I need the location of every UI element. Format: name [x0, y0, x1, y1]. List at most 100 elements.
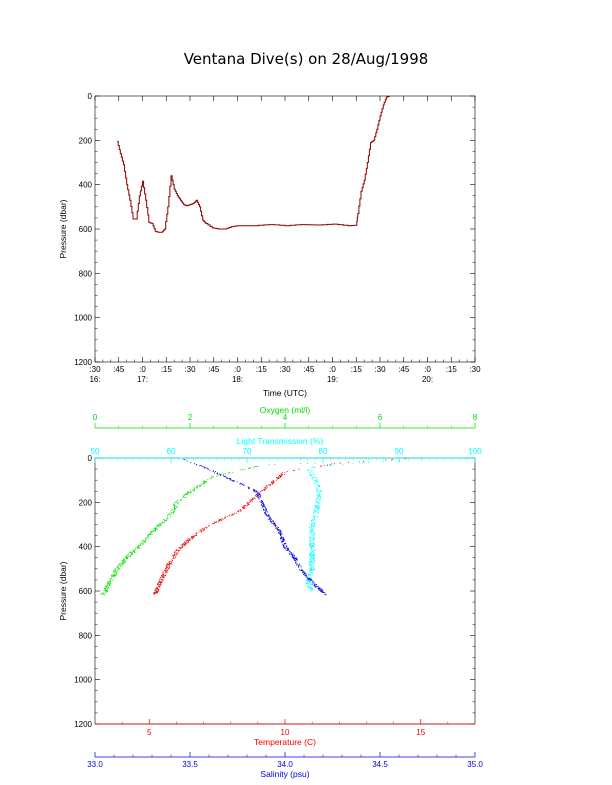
salinity-point — [253, 489, 255, 491]
temperature-point — [206, 527, 208, 529]
temperature-point — [229, 515, 231, 517]
salinity-point — [248, 488, 250, 490]
transmission-point — [313, 526, 315, 528]
salinity-point — [299, 569, 301, 571]
transmission-point — [313, 532, 315, 534]
temperature-point — [154, 592, 156, 594]
transmission-point — [312, 524, 314, 526]
transmission-point — [316, 508, 318, 509]
salinity-point — [285, 542, 287, 544]
temperature-point — [233, 514, 235, 516]
temperature-point — [243, 507, 244, 509]
transmission-point — [308, 469, 310, 471]
oxygen-point — [196, 485, 197, 487]
salinity-point — [321, 590, 323, 592]
temperature-point — [161, 575, 162, 577]
oxygen-point — [126, 554, 128, 556]
transmission-axis-tick-label: 100 — [468, 447, 482, 456]
oxygen-point — [144, 541, 146, 543]
oxygen-point — [174, 508, 176, 509]
oxygen-point — [228, 471, 230, 473]
salinity-point — [278, 530, 280, 532]
salinity-point — [287, 549, 289, 551]
oxygen-point — [182, 496, 184, 498]
transmission-point — [316, 507, 318, 508]
salinity-point — [264, 513, 266, 515]
temperature-point — [163, 576, 165, 578]
salinity-point — [305, 573, 307, 575]
transmission-point — [310, 587, 312, 589]
salinity-point — [258, 493, 260, 495]
transmission-point — [312, 466, 314, 468]
salinity-point — [271, 518, 272, 520]
transmission-point — [313, 516, 315, 518]
temperature-point — [213, 523, 215, 525]
oxygen-point — [156, 525, 158, 527]
temperature-point — [215, 521, 217, 523]
oxygen-point — [106, 590, 108, 592]
transmission-point — [313, 567, 314, 569]
oxygen-point — [177, 502, 179, 504]
oxygen-point — [153, 528, 155, 529]
oxygen-point — [119, 563, 121, 565]
salinity-point — [282, 541, 284, 542]
temperature-point — [156, 587, 158, 589]
salinity-point — [318, 586, 319, 588]
temperature-point — [268, 484, 270, 486]
salinity-point — [294, 557, 296, 559]
salinity-point — [220, 474, 222, 476]
salinity-point — [280, 532, 282, 534]
oxygen-point — [109, 584, 111, 586]
temperature-point — [162, 573, 164, 575]
transmission-point — [313, 555, 315, 557]
salinity-point — [287, 547, 289, 549]
transmission-point — [313, 549, 315, 551]
oxygen-point — [167, 516, 169, 518]
salinity-point — [283, 539, 284, 541]
transmission-point — [313, 524, 315, 526]
oxygen-point — [106, 585, 108, 587]
transmission-point — [312, 520, 314, 522]
transmission-point — [316, 482, 318, 484]
temperature-point — [262, 489, 264, 491]
oxygen-point — [150, 532, 152, 534]
transmission-point — [313, 537, 315, 539]
transmission-point — [317, 511, 319, 513]
transmission-point — [309, 546, 310, 548]
temperature-point — [266, 485, 268, 486]
salinity-point — [212, 471, 214, 472]
oxygen-point — [141, 541, 143, 543]
oxygen-point — [239, 469, 241, 471]
temperature-point — [385, 459, 387, 461]
oxygen-point — [111, 575, 113, 577]
oxygen-point — [184, 497, 186, 498]
salinity-point — [243, 484, 244, 486]
transmission-point — [312, 522, 313, 524]
transmission-point — [311, 519, 312, 521]
temperature-point — [160, 584, 162, 586]
transmission-point — [316, 492, 318, 494]
temperature-point — [159, 584, 161, 586]
oxygen-point — [192, 489, 194, 491]
salinity-point — [317, 588, 319, 589]
temperature-point — [163, 574, 164, 576]
salinity-point — [271, 520, 272, 522]
salinity-point — [232, 481, 234, 482]
top-x-tick-label: :30 — [374, 365, 386, 374]
transmission-point — [317, 494, 319, 496]
transmission-point — [311, 533, 313, 534]
transmission-point — [309, 554, 311, 556]
salinity-point — [230, 479, 232, 481]
transmission-point — [316, 480, 318, 482]
transmission-point — [315, 479, 317, 481]
transmission-point — [309, 536, 310, 538]
transmission-point — [313, 563, 315, 564]
temperature-point — [331, 463, 333, 465]
transmission-point — [315, 505, 317, 507]
oxygen-point — [117, 569, 119, 571]
salinity-point — [273, 524, 274, 526]
oxygen-point — [248, 468, 249, 469]
oxygen-point — [136, 547, 138, 549]
oxygen-point — [115, 573, 117, 575]
transmission-point — [309, 574, 311, 576]
